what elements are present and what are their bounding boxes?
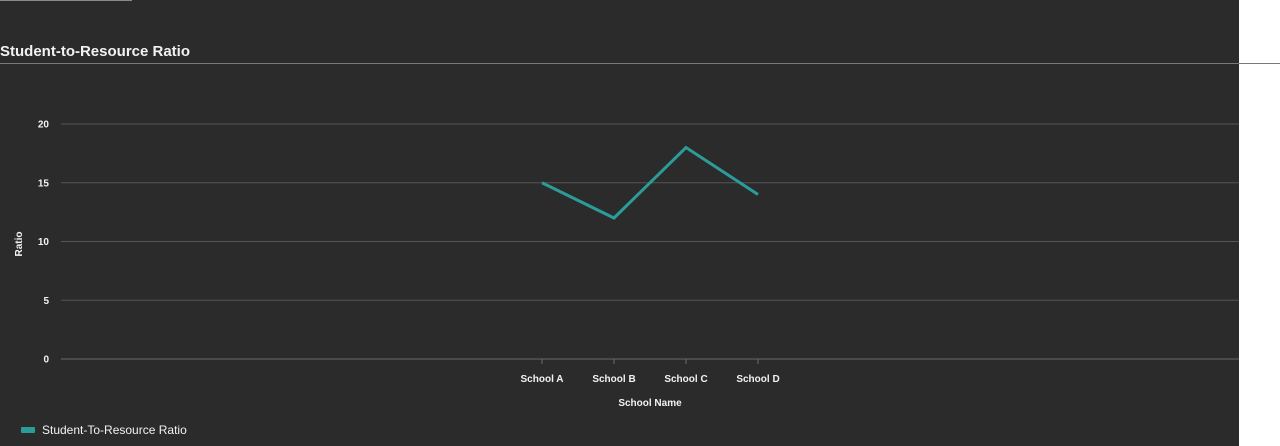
top-divider (0, 0, 132, 1)
y-tick-label: 20 (38, 120, 50, 131)
legend: Student-To-Resource Ratio (21, 423, 187, 437)
legend-label: Student-To-Resource Ratio (42, 423, 187, 437)
title-divider (0, 63, 1280, 64)
y-tick-label: 0 (43, 355, 49, 366)
y-axis-label: Ratio (14, 232, 25, 257)
x-tick-label: School C (664, 374, 707, 385)
data-point[interactable] (538, 179, 546, 187)
chart-title: Student-to-Resource Ratio (0, 43, 191, 60)
data-point[interactable] (754, 191, 762, 199)
y-axis: 0 5 10 15 20 (38, 120, 50, 366)
data-point[interactable] (682, 144, 690, 152)
legend-swatch (21, 427, 35, 433)
chart-panel (0, 0, 1239, 446)
x-tick-label: School D (736, 374, 779, 385)
y-tick-label: 10 (38, 237, 50, 248)
y-tick-label: 15 (38, 178, 50, 189)
x-tick-label: School B (592, 374, 635, 385)
gridlines (61, 123, 1239, 360)
x-axis: School A School B School C School D (521, 359, 780, 385)
series-group (538, 144, 762, 222)
data-point[interactable] (610, 214, 618, 222)
y-tick-label: 5 (43, 296, 49, 307)
x-tick-label: School A (521, 374, 564, 385)
x-axis-label: School Name (618, 398, 682, 409)
series-line (541, 145, 759, 220)
